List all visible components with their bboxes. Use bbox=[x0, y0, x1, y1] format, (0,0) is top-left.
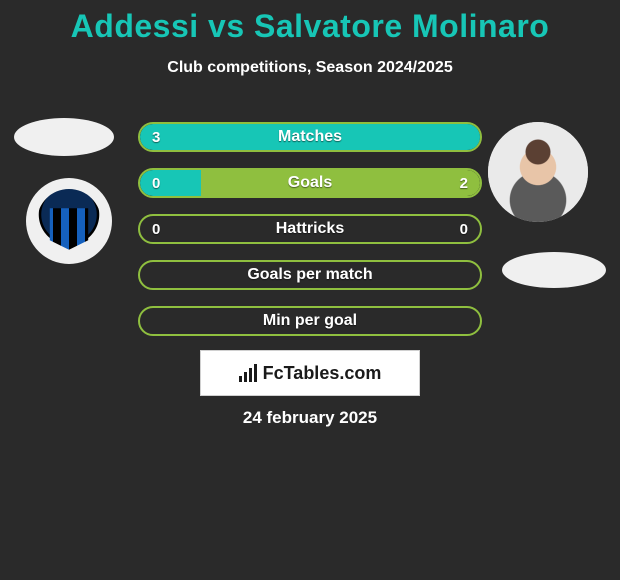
player-right-avatar bbox=[488, 122, 588, 222]
club-shield-icon bbox=[37, 189, 101, 253]
stat-row: 02Goals bbox=[138, 168, 482, 198]
player-left-club-badge bbox=[26, 178, 112, 264]
player-left-pill bbox=[14, 118, 114, 156]
stat-label: Matches bbox=[140, 124, 480, 150]
bars-icon bbox=[239, 364, 257, 382]
stat-label: Min per goal bbox=[140, 308, 480, 334]
player-right-pill bbox=[502, 252, 606, 288]
date-text: 24 february 2025 bbox=[0, 408, 620, 428]
stat-row: 3Matches bbox=[138, 122, 482, 152]
subtitle: Club competitions, Season 2024/2025 bbox=[0, 59, 620, 77]
title-text: Addessi vs Salvatore Molinaro bbox=[71, 8, 550, 44]
stats-container: 3Matches 02Goals 00Hattricks Goals per matc… bbox=[138, 122, 482, 352]
stat-label: Hattricks bbox=[140, 216, 480, 242]
avatar-face-icon bbox=[488, 122, 588, 222]
stat-row: Goals per match bbox=[138, 260, 482, 290]
stat-row: Min per goal bbox=[138, 306, 482, 336]
page-title: Addessi vs Salvatore Molinaro bbox=[0, 0, 620, 45]
branding-box: FcTables.com bbox=[200, 350, 420, 396]
stat-label: Goals per match bbox=[140, 262, 480, 288]
branding-text: FcTables.com bbox=[263, 363, 382, 384]
stat-row: 00Hattricks bbox=[138, 214, 482, 244]
stat-label: Goals bbox=[140, 170, 480, 196]
